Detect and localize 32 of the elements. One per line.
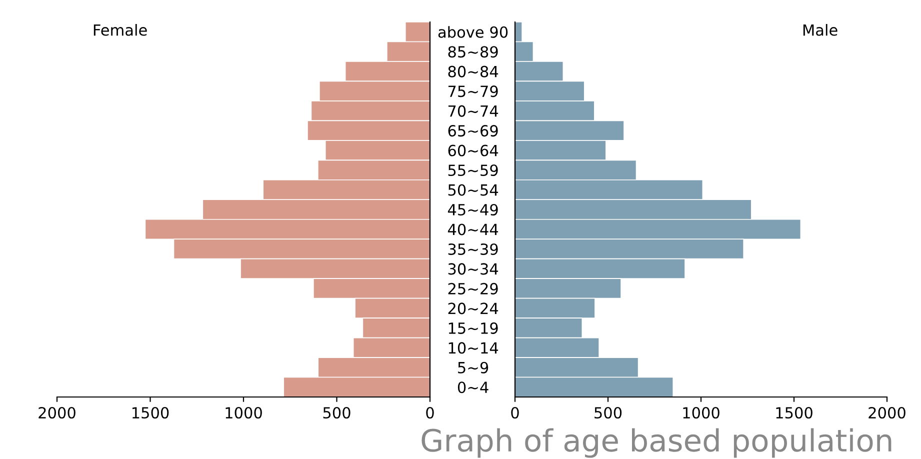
y-tick-label: 40~44 (448, 224, 498, 236)
y-tick-label: 60~64 (448, 144, 498, 156)
y-tick-label: 15~19 (448, 322, 498, 334)
y-tick-label: 75~79 (448, 86, 498, 98)
x-tick-label: 1000 (683, 406, 720, 419)
y-tick-label: 70~74 (448, 105, 498, 117)
y-tick-label: 10~14 (448, 342, 498, 354)
x-tick-label: 1000 (226, 406, 262, 419)
chart-title: Male (803, 24, 838, 36)
y-tick-label: 65~69 (448, 125, 498, 137)
x-tick-label: 2000 (868, 406, 906, 419)
y-tick-label: 20~24 (448, 302, 498, 314)
y-tick-label: above 90 (438, 26, 508, 38)
x-tick-label: 1500 (776, 406, 812, 419)
x-tick-label: 500 (594, 406, 622, 419)
y-tick-label: 50~54 (448, 184, 498, 196)
text: Graph of age based population (422, 428, 892, 458)
x-tick-label: 1500 (132, 406, 169, 419)
x-tick-label: 0 (426, 406, 434, 419)
y-tick-label: 85~89 (448, 46, 498, 58)
chart-title: Female (94, 24, 147, 36)
y-tick-label: 80~84 (448, 66, 498, 78)
y-tick-label: 35~39 (448, 243, 498, 255)
x-tick-label: 0 (511, 406, 519, 419)
y-tick-label: 0~4 (458, 382, 488, 394)
x-tick-label: 2000 (38, 406, 76, 419)
y-tick-label: 55~59 (448, 164, 498, 176)
y-tick-label: 45~49 (448, 204, 498, 216)
y-tick-label: 30~34 (448, 263, 498, 275)
y-tick-label: 5~9 (458, 362, 488, 374)
y-tick-label: 25~29 (448, 282, 498, 294)
x-tick-label: 500 (323, 406, 350, 419)
